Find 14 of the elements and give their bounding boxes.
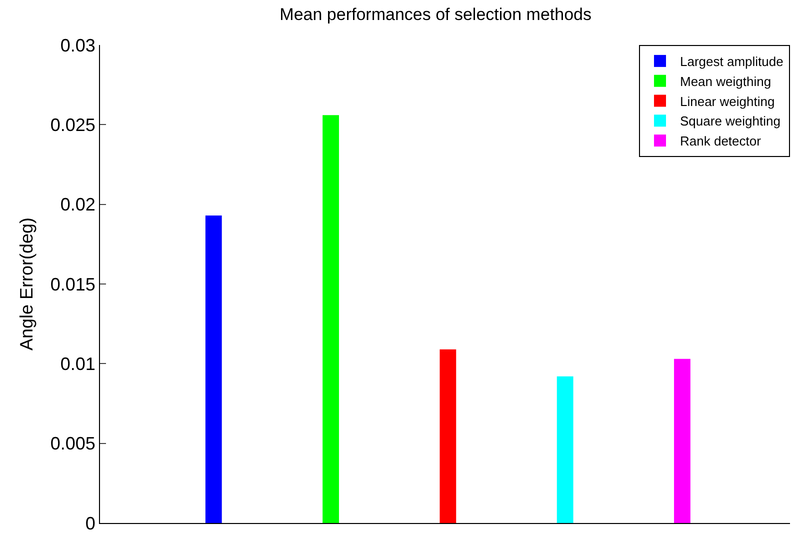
y-tick-label: 0.03 (60, 35, 96, 56)
y-tick-label: 0.02 (60, 194, 96, 215)
y-axis-title: Angle Error(deg) (16, 217, 37, 351)
chart-title: Mean performances of selection methods (280, 4, 592, 24)
y-tick-label: 0.01 (60, 354, 96, 374)
y-tick-label: 0 (85, 513, 96, 534)
legend-label: Largest amplitude (680, 54, 784, 70)
y-tick-label: 0.015 (50, 274, 96, 294)
y-tick-label: 0.025 (50, 114, 96, 135)
legend-label: Rank detector (680, 134, 762, 149)
legend-label: Mean weigthing (680, 74, 772, 89)
legend-label: Square weighting (680, 114, 780, 129)
y-tick-label: 0.005 (50, 434, 96, 454)
legend-label: Linear weighting (680, 94, 775, 109)
